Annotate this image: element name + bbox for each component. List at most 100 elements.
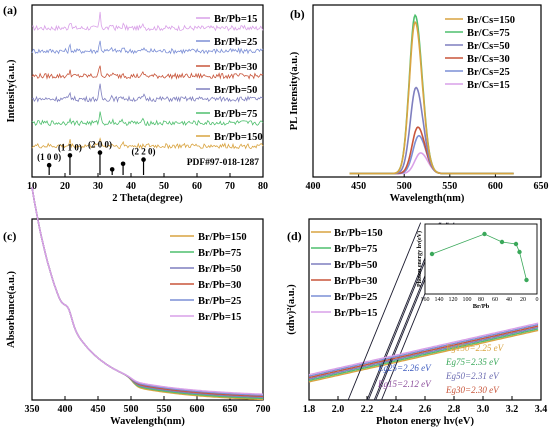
inset-x-tick-label: 80: [478, 297, 484, 303]
inset-x-tick-label: 140: [435, 297, 444, 303]
inset-y-axis-label: Photon energy hv(eV): [416, 231, 423, 287]
legend-label: Br/Cs=30: [467, 54, 510, 65]
legend-label: Br/Pb=30: [214, 62, 257, 73]
x-axis-label: Wavelength(nm): [390, 193, 465, 204]
panel-label: (d): [287, 229, 302, 243]
legend-label: Br/Pb=150: [214, 132, 263, 143]
inset-line: [431, 233, 527, 281]
inset-x-tick-label: 120: [449, 297, 458, 303]
panel-label: (c): [3, 229, 16, 243]
x-tick-label: 650: [223, 404, 238, 415]
reference-stick-marker: [109, 167, 115, 172]
legend-label: Br/Pb=30: [334, 276, 377, 287]
inset-data-point: [482, 231, 487, 237]
tangent-line: [347, 222, 422, 401]
y-axis-label: (αhv)²(a.u.): [286, 284, 297, 335]
legend-label: Br/Pb=15: [198, 312, 241, 323]
x-tick-label: 400: [58, 404, 73, 415]
tauc-curve: [308, 329, 539, 383]
inset-x-tick-label: 100: [463, 297, 472, 303]
inset-data-point: [524, 277, 529, 283]
inset-x-tick-label: 60: [492, 297, 498, 303]
inset-data-point: [499, 239, 505, 245]
band-gap-annotation: Eg75=2.35 eV: [445, 357, 500, 367]
legend-label: Br/Pb=50: [198, 264, 241, 275]
x-tick-label: 700: [256, 404, 271, 415]
x-tick-label: 10: [27, 181, 37, 192]
x-tick-label: 80: [258, 181, 268, 192]
xrd-pattern-line: [31, 111, 264, 127]
x-tick-label: 2.2: [361, 404, 374, 415]
y-axis-label: Intensity(a.u.): [6, 59, 17, 123]
legend-label: Br/Pb=150: [198, 232, 247, 243]
x-axis-label: Photon energy hv(eV): [376, 416, 474, 427]
panel-b: 400 450 500 550 600 650 Wavelength(nm) PL Inten…: [289, 4, 549, 204]
tauc-curve: [308, 326, 539, 380]
tauc-curve: [308, 322, 539, 376]
x-axis-label: Wavelength(nm): [110, 416, 185, 427]
x-tick-label: 600: [190, 404, 205, 415]
legend-label: Br/Pb=15: [334, 308, 377, 319]
x-tick-label: 2.8: [448, 404, 461, 415]
x-tick-label: 450: [91, 404, 106, 415]
x-tick-label: 500: [124, 404, 139, 415]
x-tick-label: 3.4: [535, 404, 548, 415]
tauc-curve: [308, 323, 539, 377]
x-tick-label: 650: [534, 181, 549, 192]
x-tick-label: 50: [159, 181, 169, 192]
x-tick-label: 550: [157, 404, 172, 415]
plot-frame: [312, 4, 542, 178]
xrd-pattern-line: [31, 137, 264, 150]
absorbance-line: [31, 186, 264, 395]
inset-x-tick-label: 40: [506, 297, 512, 303]
pl-spectrum-line: [349, 13, 514, 175]
y-axis-label: Absorbance(a.u.): [6, 271, 17, 349]
legend-label: Br/Cs=150: [467, 15, 515, 26]
x-tick-label: 3.2: [506, 404, 519, 415]
inset-x-tick-label: 20: [520, 297, 526, 303]
legend-label: Br/Cs=75: [467, 28, 510, 39]
plot-frame: [31, 4, 264, 178]
miller-index-label: (2 2 0): [132, 147, 156, 157]
pl-spectrum-line: [349, 20, 514, 175]
x-tick-label: 600: [488, 181, 503, 192]
x-tick-label: 40: [126, 181, 136, 192]
x-tick-label: 450: [351, 181, 366, 192]
x-tick-label: 2.4: [390, 404, 403, 415]
reference-card-label: PDF#97-018-1287: [187, 158, 260, 168]
x-tick-label: 1.8: [303, 404, 316, 415]
legend-label: Br/Pb=25: [198, 296, 241, 307]
reference-stick-marker: [46, 162, 52, 168]
inset-x-tick-label: 160: [421, 297, 430, 303]
band-gap-annotation: Eg25=2.26 eV: [377, 363, 432, 373]
legend-label: Br/Pb=50: [214, 85, 257, 96]
inset-x-tick-label: 0: [536, 297, 539, 303]
miller-index-label: (1 1 0): [58, 142, 82, 152]
inset-x-axis-label: Br/Pb: [473, 303, 490, 310]
panel-a: 10 20 30 40 50 60 70 80 2 Theta(degree) Intensity…: [3, 3, 268, 204]
reference-stick-marker: [67, 153, 73, 158]
x-axis-label: 2 Theta(degree): [112, 193, 183, 204]
tauc-curve: [308, 325, 539, 379]
x-tick-label: 70: [225, 181, 235, 192]
x-tick-label: 350: [25, 404, 40, 415]
legend-label: Br/Pb=25: [214, 37, 257, 48]
x-tick-label: 2.6: [419, 404, 432, 415]
xrd-pattern-line: [31, 40, 264, 55]
x-tick-label: 3.0: [477, 404, 490, 415]
inset-frame: [424, 223, 538, 295]
xrd-pattern-line: [31, 65, 264, 80]
x-tick-label: 500: [397, 181, 412, 192]
reference-stick-marker: [141, 157, 146, 162]
x-tick-label: 60: [192, 181, 202, 192]
xrd-pattern-line: [31, 83, 264, 104]
reference-stick-marker: [97, 150, 103, 155]
legend-label: Br/Cs=15: [467, 80, 510, 91]
band-gap-annotation: Eg15=2.12 eV: [377, 379, 432, 389]
y-axis-label: PL Intensity(a.u.): [289, 51, 300, 130]
x-tick-label: 30: [93, 181, 103, 192]
band-gap-annotation: Eg150=2.25 eV: [445, 343, 505, 353]
x-tick-label: 400: [306, 181, 321, 192]
band-gap-annotation: Eg50=2.31 eV: [445, 371, 500, 381]
